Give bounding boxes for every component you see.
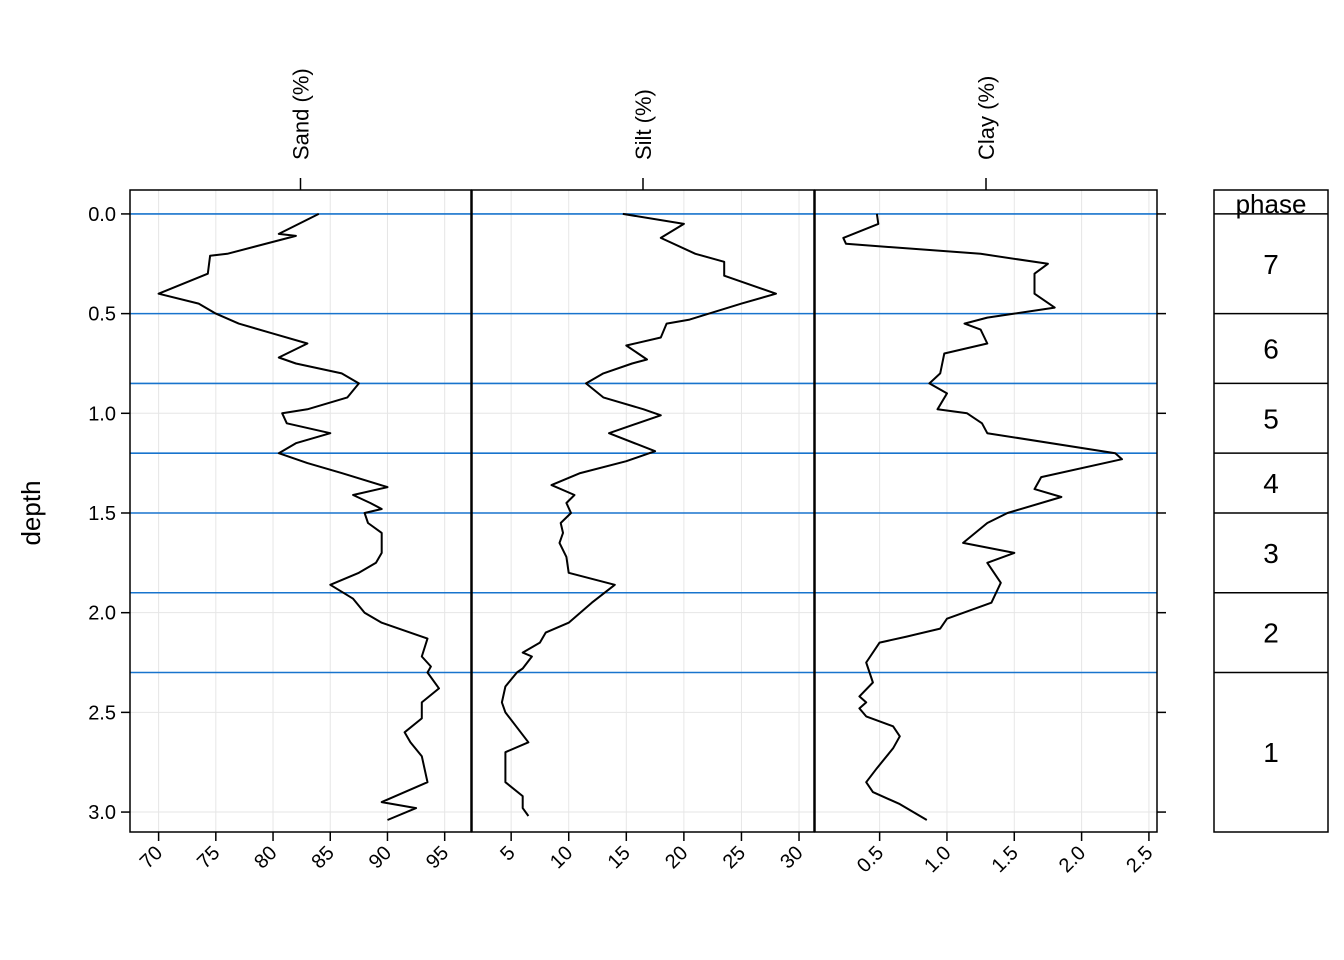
silt-profile-line: [500, 212, 777, 817]
y-tick-label: 0.0: [88, 204, 116, 226]
silt-x-tick-label: 30: [776, 842, 807, 873]
clay-panel-frame: [814, 189, 1158, 833]
silt-x-tick-label: 25: [719, 842, 750, 873]
y-tick-label: 3.0: [88, 802, 116, 824]
grid-layer: [130, 190, 1157, 832]
silt-x-tick-label: 15: [604, 842, 635, 873]
clay-x-tick-label: 1.5: [988, 842, 1023, 877]
clay-profile-line: [842, 213, 1123, 821]
silt-x-tick-label: 5: [496, 842, 519, 865]
phase-legend-frame: [1213, 189, 1329, 833]
y-tick-label: 0.5: [88, 304, 116, 326]
y-tick-label: 2.5: [88, 702, 116, 724]
sand-x-tick-label: 85: [307, 842, 338, 873]
sand-x-tick-label: 70: [136, 842, 167, 873]
clay-x-tick-label: 0.5: [853, 842, 888, 877]
silt-x-tick-label: 10: [546, 842, 577, 873]
panel-frame-layer: [129, 189, 1158, 833]
clay-panel-title: Clay (%): [974, 76, 999, 160]
y-tick-label: 1.0: [88, 403, 116, 425]
phase-boundary-layer: [130, 213, 1157, 674]
clay-x-tick-label: 2.5: [1122, 842, 1157, 877]
phase-label-1: 1: [1263, 737, 1279, 768]
clay-x-tick-label: 1.0: [920, 842, 955, 877]
clay-x-tick-label: 2.0: [1055, 842, 1090, 877]
y-axis-title: depth: [16, 480, 46, 545]
phase-label-3: 3: [1263, 538, 1279, 569]
silt-x-tick-label: 20: [661, 842, 692, 873]
sand-x-tick-label: 80: [250, 842, 281, 873]
sand-x-tick-label: 95: [422, 842, 453, 873]
phase-label-4: 4: [1263, 468, 1279, 499]
sand-panel-title: Sand (%): [289, 68, 314, 160]
sand-x-tick-label: 90: [365, 842, 396, 873]
phase-label-7: 7: [1263, 249, 1279, 280]
silt-panel-title: Silt (%): [631, 89, 656, 160]
y-tick-label: 2.0: [88, 603, 116, 625]
y-tick-label: 1.5: [88, 503, 116, 525]
sand-panel-frame: [129, 189, 472, 833]
series-layer: [157, 212, 1123, 821]
sand-x-tick-label: 75: [193, 842, 224, 873]
phase-label-5: 5: [1263, 403, 1279, 434]
phase-label-6: 6: [1263, 334, 1279, 365]
sand-profile-line: [157, 213, 440, 821]
phase-label-2: 2: [1263, 618, 1279, 649]
